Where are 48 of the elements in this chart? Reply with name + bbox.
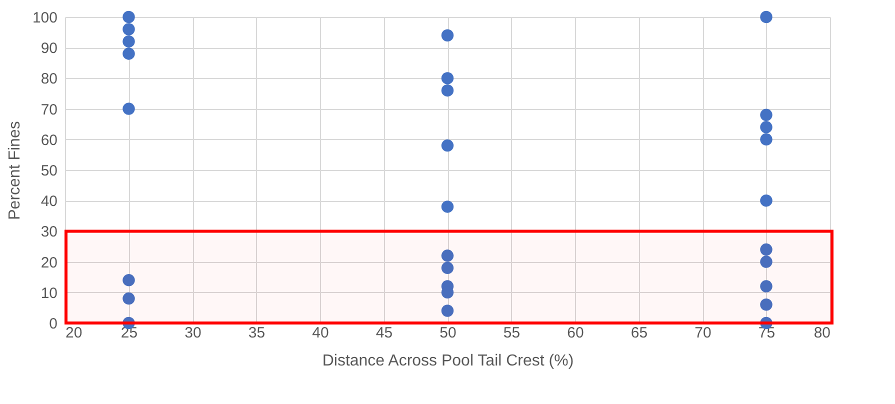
x-tick-label: 60 (567, 324, 584, 342)
point (760, 280, 772, 292)
point (760, 194, 772, 207)
x-tick-label: 30 (184, 324, 202, 342)
x-tick-label: 45 (376, 324, 393, 342)
x-tick-label: 40 (312, 324, 329, 342)
y-tick-label: 50 (40, 162, 58, 180)
point (441, 72, 454, 84)
point (441, 262, 454, 274)
point (122, 102, 135, 115)
point (441, 139, 454, 152)
x-tick-label: 70 (694, 324, 712, 342)
point (760, 256, 772, 268)
x-tick-label: 55 (503, 324, 520, 342)
y-tick-label: 40 (40, 193, 58, 210)
point (122, 10, 135, 24)
point (122, 35, 135, 48)
point (760, 133, 772, 146)
point (760, 121, 772, 134)
point (441, 304, 454, 317)
x-tick-label: 80 (814, 324, 830, 342)
y-tick-label: 90 (40, 40, 58, 58)
y-tick-label: 80 (40, 70, 58, 88)
point (122, 274, 135, 286)
point (122, 292, 135, 305)
point (441, 250, 454, 262)
x-axis-title: Distance Across Pool Tail Crest (%) (322, 352, 574, 370)
y-axis-title: Percent Fines (6, 121, 24, 220)
point (122, 48, 135, 60)
point (441, 200, 454, 213)
point (760, 298, 772, 311)
y-tick-label: 20 (40, 254, 58, 272)
point (760, 10, 772, 24)
point (122, 23, 135, 36)
y-tick-label: 10 (40, 284, 58, 302)
point (441, 29, 454, 42)
point (760, 243, 772, 256)
y-tick-label: 30 (40, 224, 58, 241)
y-tick-label: 100 (32, 10, 58, 26)
x-tick-label: 65 (630, 324, 648, 342)
x-tick-label: 35 (248, 324, 266, 342)
y-tick-label: 60 (40, 132, 58, 149)
point (441, 84, 454, 97)
y-tick-label: 70 (40, 101, 58, 118)
x-tick-label: 50 (440, 324, 456, 342)
y-tick-label: 0 (49, 316, 58, 332)
x-tick-label: 20 (66, 324, 82, 342)
point (760, 108, 772, 122)
